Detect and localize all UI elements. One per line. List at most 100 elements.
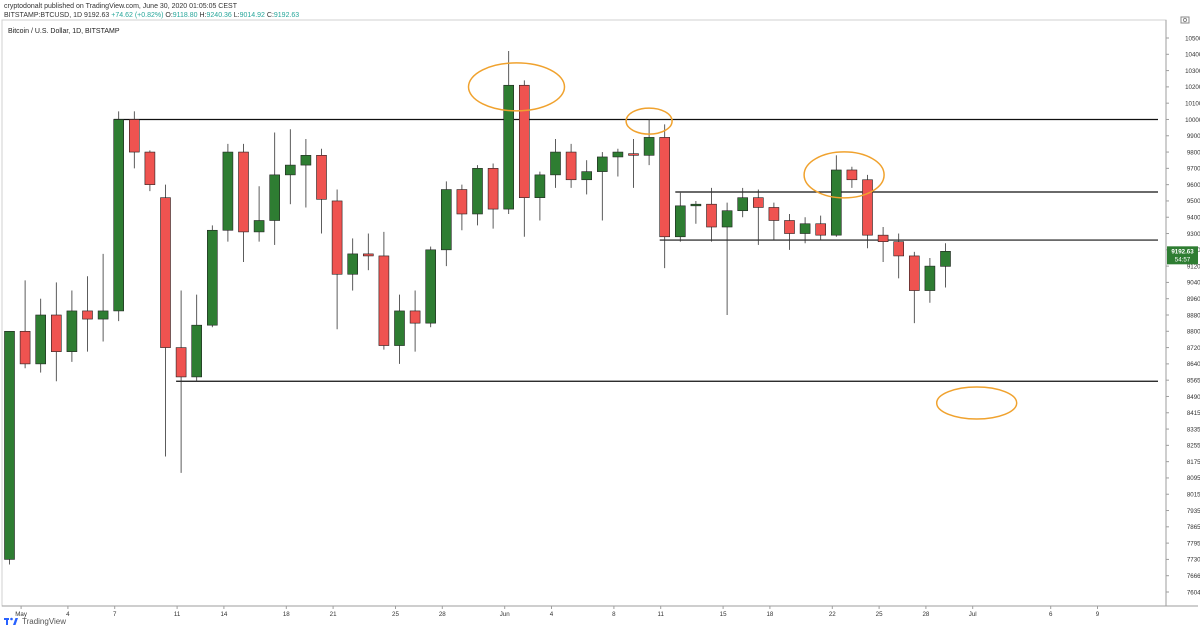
candle-body bbox=[877, 234, 889, 242]
candle-body bbox=[129, 119, 140, 153]
y-tick-label: 8720.00 bbox=[1187, 345, 1200, 352]
y-tick-label: 9600.00 bbox=[1187, 182, 1200, 189]
candle-body bbox=[534, 174, 546, 198]
candle-body bbox=[737, 197, 749, 212]
candles bbox=[4, 51, 951, 565]
candle-body bbox=[830, 169, 842, 236]
y-tick-label: 10000.00 bbox=[1185, 117, 1200, 124]
candle-body bbox=[238, 151, 249, 233]
y-tick-label: 9900.00 bbox=[1187, 133, 1200, 140]
candle-body bbox=[316, 155, 327, 200]
chart-frame bbox=[1, 19, 1198, 607]
open-value: 9118.80 bbox=[172, 12, 198, 19]
x-tick-label: May bbox=[15, 611, 28, 618]
brand-label: TradingView bbox=[22, 616, 67, 626]
candle-body bbox=[815, 223, 827, 236]
annotations bbox=[467, 62, 1018, 420]
low-value: 9014.92 bbox=[239, 12, 265, 19]
y-tick-label: 8490.00 bbox=[1187, 394, 1200, 401]
plot-border bbox=[1, 19, 1167, 607]
x-tick-label: 25 bbox=[876, 611, 883, 618]
candle-body bbox=[659, 137, 671, 238]
y-tick-label: 7666.00 bbox=[1187, 573, 1200, 580]
y-tick-label: 8880.00 bbox=[1187, 312, 1200, 319]
x-axis: May 4 7 11 14 18 21 25 28 Jun 4 8 11 15 18 22 25 28 Jul 6 9 bbox=[15, 606, 1100, 618]
candle-body bbox=[284, 164, 296, 176]
y-tick-label: 8565.00 bbox=[1187, 377, 1200, 384]
x-tick-label: 18 bbox=[766, 611, 773, 618]
y-tick-label: 8415.00 bbox=[1187, 410, 1200, 417]
candle-body bbox=[768, 207, 780, 221]
candle-body bbox=[846, 169, 858, 181]
y-tick-label: 10500.00 bbox=[1185, 35, 1200, 42]
x-tick-label: 14 bbox=[220, 611, 227, 618]
x-tick-label: 7 bbox=[113, 611, 117, 618]
y-tick-label: 8335.00 bbox=[1187, 426, 1200, 433]
close-label: C: bbox=[266, 12, 274, 19]
close-value: 9192.63 bbox=[273, 12, 300, 19]
candle-body bbox=[690, 203, 702, 207]
candle-body bbox=[440, 189, 452, 251]
x-tick-label: 18 bbox=[283, 611, 290, 618]
y-tick-label: 9800.00 bbox=[1187, 149, 1200, 156]
annotation-ellipse bbox=[467, 62, 566, 112]
candle-body bbox=[50, 314, 62, 352]
tradingview-logo: TradingView bbox=[4, 616, 66, 626]
y-tick-label: 7604.00 bbox=[1187, 589, 1200, 596]
candle-body bbox=[425, 249, 437, 324]
published-line: cryptodonalt published on TradingView.co… bbox=[4, 3, 237, 10]
candle-body bbox=[191, 324, 202, 378]
candle-body bbox=[893, 241, 905, 257]
high-value: 9240.36 bbox=[206, 12, 232, 19]
candle-body bbox=[924, 265, 936, 291]
candle-body bbox=[35, 314, 47, 365]
y-tick-label: 9040.00 bbox=[1187, 280, 1200, 287]
candle-body bbox=[456, 189, 468, 215]
candle-body bbox=[269, 174, 281, 221]
x-tick-label: Jul bbox=[969, 611, 977, 618]
candle-body bbox=[97, 310, 109, 320]
candle-body bbox=[300, 155, 312, 166]
candle-body bbox=[752, 197, 764, 208]
candle-body bbox=[628, 153, 639, 156]
countdown-label: 54:57 bbox=[1175, 256, 1191, 263]
candle-body bbox=[472, 168, 483, 215]
last-price-tag bbox=[1167, 246, 1198, 265]
candle-body bbox=[66, 310, 78, 352]
y-tick-label: 9400.00 bbox=[1187, 215, 1200, 222]
x-tick-label: 28 bbox=[439, 611, 446, 618]
annotation-ellipse bbox=[625, 107, 673, 135]
candle-body bbox=[550, 151, 561, 176]
candle-body bbox=[721, 210, 733, 228]
candle-body bbox=[706, 203, 717, 228]
candle-body bbox=[799, 223, 811, 234]
x-tick-label: 11 bbox=[174, 611, 181, 618]
candle-body bbox=[144, 151, 156, 185]
camera-icon[interactable] bbox=[1180, 14, 1190, 24]
candle-body bbox=[253, 220, 265, 233]
candle-body bbox=[175, 347, 187, 378]
y-tick-label: 9500.00 bbox=[1187, 198, 1200, 205]
symbol-label: BITSTAMP:BTCUSD, 1D bbox=[4, 12, 83, 19]
y-tick-label: 10300.00 bbox=[1185, 68, 1200, 75]
y-axis: 10500.00 10400.00 10300.00 10200.00 10100.00… bbox=[1166, 35, 1200, 596]
price-value: 9192.63 bbox=[84, 12, 110, 19]
candle-body bbox=[82, 310, 93, 320]
change-value: +74.62 (+0.82%) bbox=[111, 12, 164, 19]
x-tick-label: 4 bbox=[550, 611, 554, 618]
y-tick-label: 9300.00 bbox=[1187, 231, 1200, 238]
x-tick-label: Jun bbox=[500, 611, 511, 618]
x-tick-label: 9 bbox=[1096, 611, 1100, 618]
x-tick-label: 11 bbox=[657, 611, 664, 618]
candle-body bbox=[19, 330, 31, 365]
candle-body bbox=[503, 84, 515, 210]
candle-body bbox=[362, 253, 374, 257]
candle-body bbox=[160, 197, 171, 348]
y-tick-label: 9120.00 bbox=[1187, 263, 1200, 270]
candle-body bbox=[784, 220, 795, 234]
y-tick-label: 8800.00 bbox=[1187, 329, 1200, 336]
candle-body bbox=[581, 171, 593, 181]
